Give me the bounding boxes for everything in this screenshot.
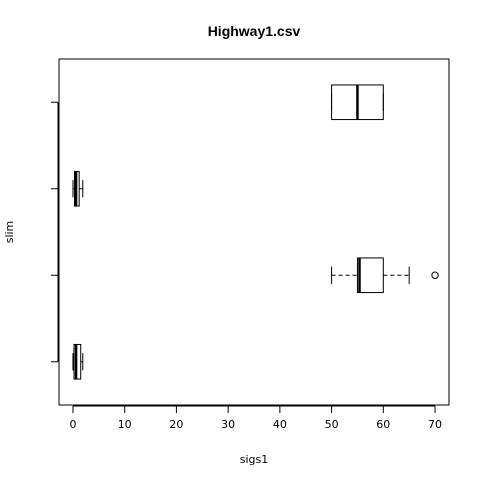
- x-axis-label: sigs1: [240, 453, 269, 466]
- plot-frame: [58, 58, 450, 406]
- y-axis-label: slim: [3, 221, 16, 244]
- box-rect: [73, 343, 82, 380]
- x-tick-label: 70: [428, 418, 442, 431]
- box-group: [72, 170, 84, 207]
- x-tick-label: 0: [69, 418, 76, 431]
- x-tick-label: 50: [325, 418, 339, 431]
- box-group: [72, 343, 84, 380]
- box-rect: [356, 257, 384, 294]
- x-tick-label: 40: [273, 418, 287, 431]
- x-axis: 0 10 20 30 40 50 60 70: [69, 405, 442, 431]
- box-group: [331, 257, 439, 294]
- y-axis: [51, 101, 59, 363]
- x-tick-label: 60: [376, 418, 390, 431]
- x-tick-label: 30: [221, 418, 235, 431]
- x-tick-label: 20: [169, 418, 183, 431]
- boxes: [72, 84, 439, 380]
- box-group: [331, 84, 384, 121]
- x-tick-label: 10: [118, 418, 132, 431]
- chart-title: Highway1.csv: [208, 23, 301, 39]
- outlier-point: [431, 271, 439, 279]
